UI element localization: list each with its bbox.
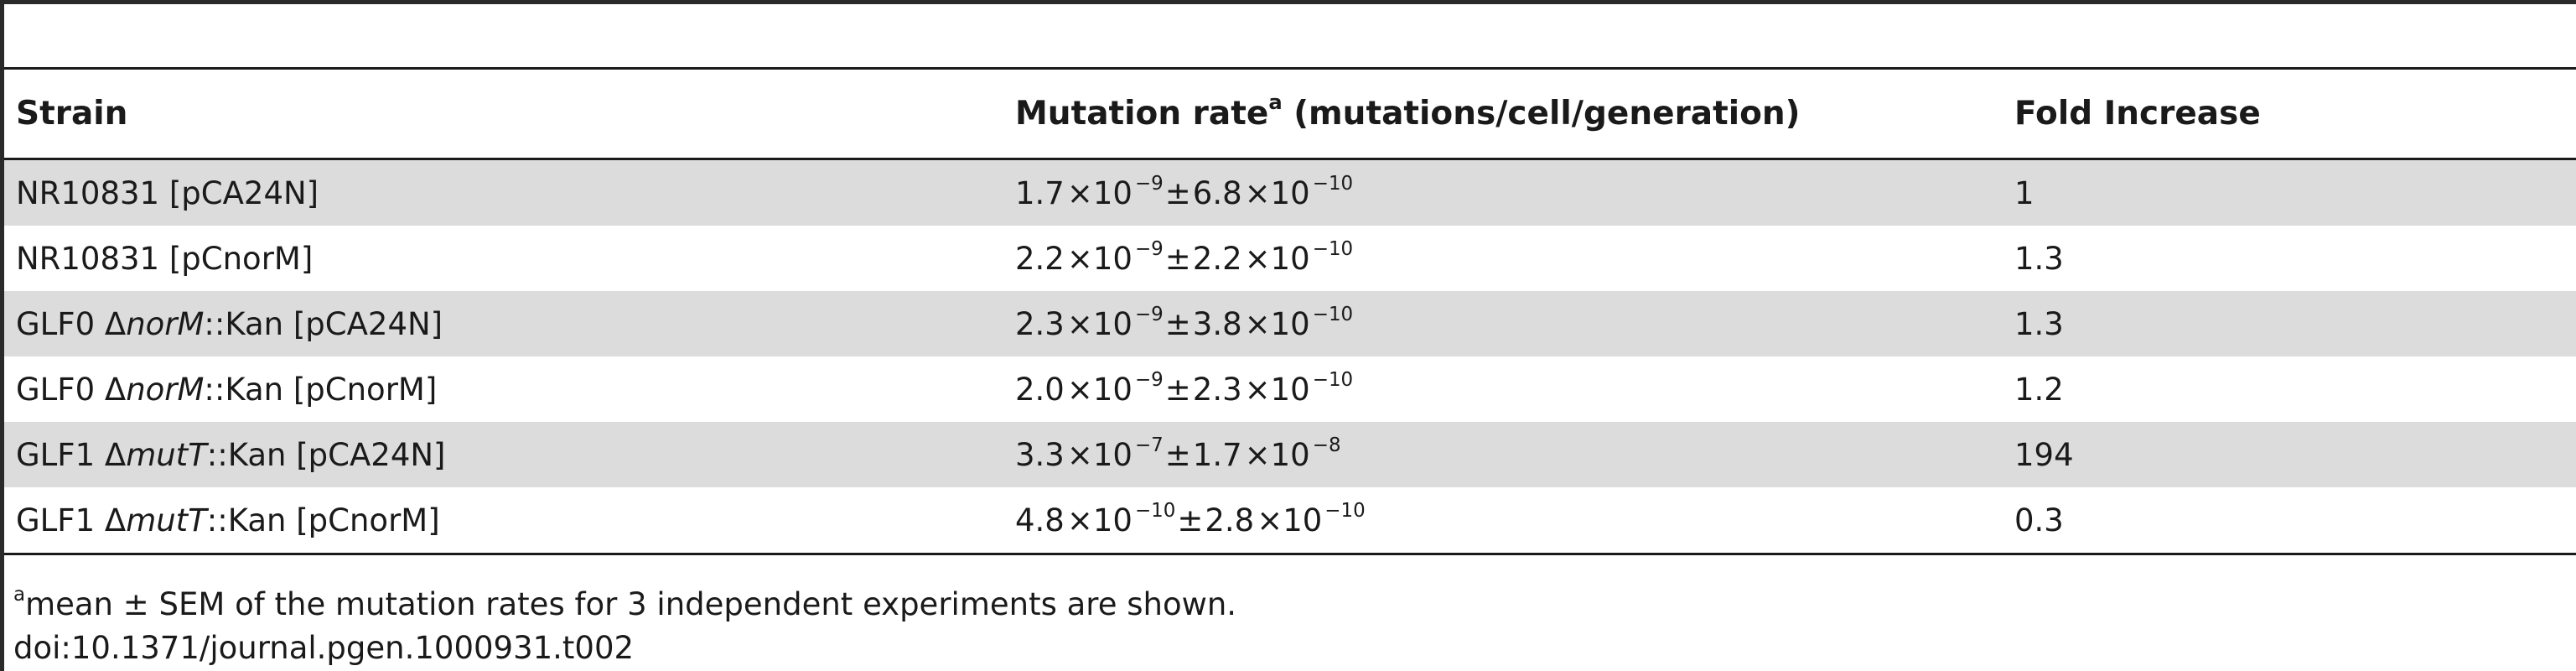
cell-mutation-rate: 2.0×10 −9±2.3×10 −10 — [1003, 356, 2003, 422]
table-row: GLF0 ΔnorM::Kan [pCnorM] 2.0×10 −9±2.3×10−… — [4, 356, 2576, 422]
plus-minus: ± — [1177, 502, 1204, 538]
times-ten: ×10 — [1244, 240, 1310, 277]
plus-minus: ± — [1164, 240, 1191, 277]
table-row: GLF1 ΔmutT::Kan [pCA24N] 3.3×10 −7±1.7×10−… — [4, 422, 2576, 487]
rate-mantissa: 3.3 — [1015, 436, 1065, 473]
strain-suffix: ::Kan [pCnorM] — [204, 371, 438, 408]
cell-strain: NR10831 [pCnorM] — [4, 226, 1003, 291]
rate-exponent: −9 — [1134, 237, 1164, 260]
cell-fold-increase: 0.3 — [2014, 502, 2064, 538]
table-footnote: amean ± SEM of the mutation rates for 3 … — [13, 583, 1236, 670]
error-exponent: −10 — [1324, 499, 1366, 522]
cell-strain: GLF1 ΔmutT::Kan [pCnorM] — [4, 487, 1003, 554]
plus-minus: ± — [1164, 371, 1191, 408]
times-ten: ×10 — [1244, 305, 1310, 342]
left-border-rule — [0, 0, 4, 671]
cell-mutation-rate: 4.8×10 −10±2.8×10 −10 — [1003, 487, 2003, 554]
rate-mantissa: 2.3 — [1015, 305, 1065, 342]
cell-mutation-rate: 2.3×10 −9±3.8×10 −10 — [1003, 291, 2003, 356]
table-row: NR10831 [pCA24N] 1.7×10 −9±6.8×10 −10 1 — [4, 159, 2576, 226]
plus-minus: ± — [1164, 174, 1191, 211]
plus-minus: ± — [1164, 305, 1191, 342]
cell-fold-increase: 1.3 — [2003, 291, 2576, 356]
times-ten: ×10 — [1244, 174, 1310, 211]
strain-prefix: GLF1 Δ — [16, 502, 127, 538]
times-ten: ×10 — [1244, 371, 1310, 408]
strain-prefix: GLF1 Δ — [16, 436, 127, 473]
cell-fold-increase: 1.2 — [2014, 371, 2064, 408]
error-mantissa: 2.2 — [1192, 240, 1242, 277]
strain-gene: norM — [126, 371, 205, 408]
cell-fold-increase: 1.3 — [2014, 240, 2064, 277]
rate-exponent: −9 — [1134, 172, 1164, 195]
rate-exponent: −9 — [1134, 303, 1164, 325]
rate-mantissa: 2.0 — [1015, 371, 1065, 408]
table-row: GLF0 ΔnorM::Kan [pCA24N] 2.3×10 −9±3.8×10−… — [4, 291, 2576, 356]
strain-gene: mutT — [126, 502, 207, 538]
times-ten: ×10 — [1066, 371, 1133, 408]
header-mutation-rate-unit: (mutations/cell/generation) — [1282, 95, 1801, 133]
header-fold-increase: Fold Increase — [2014, 95, 2261, 133]
mutation-rate-table-container: Strain Mutation ratea (mutations/cell/ge… — [4, 67, 2576, 555]
cell-strain: GLF1 ΔmutT::Kan [pCA24N] — [4, 422, 1003, 487]
plus-minus: ± — [1164, 436, 1191, 473]
error-exponent: −8 — [1312, 434, 1341, 456]
times-ten: ×10 — [1066, 174, 1133, 211]
times-ten: ×10 — [1066, 502, 1133, 538]
error-exponent: −10 — [1312, 303, 1354, 325]
rate-mantissa: 4.8 — [1015, 502, 1065, 538]
header-mutation-rate: Mutation ratea (mutations/cell/generatio… — [1003, 69, 2003, 159]
error-mantissa: 1.7 — [1192, 436, 1242, 473]
rate-exponent: −7 — [1134, 434, 1164, 456]
rate-exponent: −10 — [1134, 499, 1176, 522]
error-mantissa: 2.8 — [1205, 502, 1255, 538]
strain-gene: norM — [126, 305, 205, 342]
strain-suffix: ::Kan [pCnorM] — [206, 502, 440, 538]
cell-strain: NR10831 [pCA24N] — [4, 159, 1003, 226]
strain-suffix: ::Kan [pCA24N] — [206, 436, 446, 473]
header-footnote-marker: a — [1268, 90, 1283, 114]
top-border-rule — [0, 0, 2576, 4]
strain-prefix: NR10831 [pCnorM] — [16, 240, 314, 277]
table-row: GLF1 ΔmutT::Kan [pCnorM] 4.8×10 −10±2.8×10… — [4, 487, 2576, 554]
footnote-line: amean ± SEM of the mutation rates for 3 … — [13, 583, 1236, 627]
times-ten: ×10 — [1066, 305, 1133, 342]
error-exponent: −10 — [1312, 172, 1354, 195]
cell-fold-increase: 194 — [2003, 422, 2576, 487]
rate-exponent: −9 — [1134, 368, 1164, 391]
table-header-row: Strain Mutation ratea (mutations/cell/ge… — [4, 68, 2576, 159]
cell-strain: GLF0 ΔnorM::Kan [pCnorM] — [4, 356, 1003, 422]
cell-mutation-rate: 2.2×10 −9±2.2×10 −10 — [1003, 226, 2003, 291]
table-row: NR10831 [pCnorM] 2.2×10 −9±2.2×10 −10 1.3 — [4, 226, 2576, 291]
footnote-text: mean ± SEM of the mutation rates for 3 i… — [25, 586, 1237, 622]
error-exponent: −10 — [1312, 237, 1354, 260]
strain-prefix: GLF0 Δ — [16, 305, 127, 342]
times-ten: ×10 — [1244, 436, 1310, 473]
times-ten: ×10 — [1066, 436, 1133, 473]
doi-line: doi:10.1371/journal.pgen.1000931.t002 — [13, 630, 635, 666]
error-mantissa: 2.3 — [1192, 371, 1242, 408]
table-body: NR10831 [pCA24N] 1.7×10 −9±6.8×10 −10 1 NR108… — [4, 159, 2576, 554]
strain-prefix: NR10831 [pCA24N] — [16, 174, 319, 211]
mutation-rate-table: Strain Mutation ratea (mutations/cell/ge… — [4, 67, 2576, 555]
strain-suffix: ::Kan [pCA24N] — [204, 305, 443, 342]
error-exponent: −10 — [1312, 368, 1354, 391]
rate-mantissa: 1.7 — [1015, 174, 1065, 211]
error-mantissa: 6.8 — [1192, 174, 1242, 211]
cell-strain: GLF0 ΔnorM::Kan [pCA24N] — [4, 291, 1003, 356]
header-mutation-rate-label: Mutation rate — [1015, 95, 1269, 133]
cell-mutation-rate: 3.3×10 −7±1.7×10 −8 — [1003, 422, 2003, 487]
header-strain: Strain — [16, 95, 128, 133]
times-ten: ×10 — [1066, 240, 1133, 277]
cell-fold-increase: 1 — [2003, 159, 2576, 226]
rate-mantissa: 2.2 — [1015, 240, 1065, 277]
error-mantissa: 3.8 — [1192, 305, 1242, 342]
times-ten: ×10 — [1257, 502, 1323, 538]
strain-prefix: GLF0 Δ — [16, 371, 127, 408]
cell-mutation-rate: 1.7×10 −9±6.8×10 −10 — [1003, 159, 2003, 226]
strain-gene: mutT — [126, 436, 207, 473]
footnote-marker: a — [13, 583, 26, 606]
